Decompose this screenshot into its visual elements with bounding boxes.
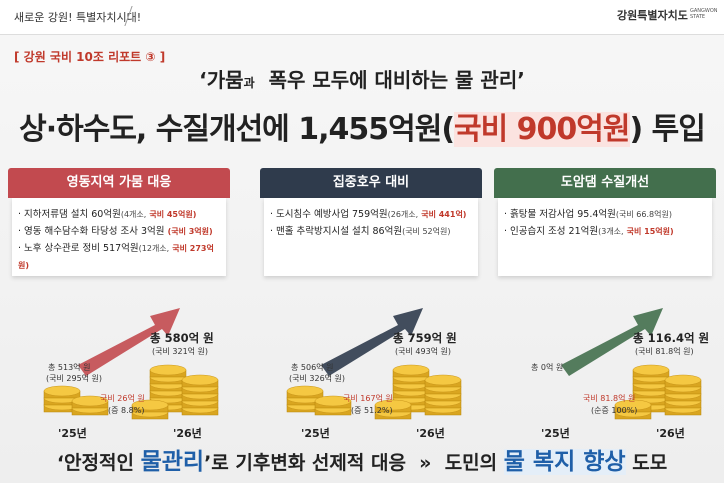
- chart-label: 총 506억 원: [291, 363, 334, 372]
- item-grant: (국비 3억원): [167, 227, 213, 236]
- item-note: (국비 66.8억원): [615, 210, 672, 219]
- chart-label: (국비 295억 원): [46, 374, 103, 383]
- illustration: [43, 308, 702, 420]
- footer: ‘안정적인 물관리’로 기후변화 선제적 대응 » 도민의 물 복지 향상 도모: [0, 442, 724, 476]
- coin-top: [614, 399, 652, 411]
- coin-top: [149, 364, 187, 376]
- item: · 도시침수 예방사업 759억원(26개소, 국비 441억): [270, 209, 467, 220]
- chart-label: (국비 81.8억 원): [635, 347, 694, 356]
- item-text: 인공습지 조성 21억원: [510, 226, 599, 237]
- subtitle-part: 폭우 모두에 대비하는 물 관리’: [268, 68, 525, 92]
- chart-label: (국비 321억 원): [152, 347, 209, 356]
- title-highlight: 국비 900억원: [454, 112, 631, 147]
- coin-top: [181, 374, 219, 386]
- item: · 노후 상수관로 정비 517억원(12개소, 국비 273억원): [18, 243, 214, 270]
- coin-top: [632, 364, 670, 376]
- top-bar: 새로운 강원! 특별자치시대! 강원특별자치도 GANGWON STATE: [0, 0, 724, 35]
- chart-label: 국비 167억 원: [343, 394, 393, 403]
- trend-arrow: [78, 308, 180, 376]
- main-title: 상·하수도, 수질개선에 1,455억원(국비 900억원) 투입: [0, 104, 724, 148]
- report-tag: [ 강원 국비 10조 리포트 ③ ]: [14, 50, 166, 64]
- chart-label: '26년: [416, 427, 445, 440]
- footer-part: 도모: [632, 452, 668, 474]
- item-grant: 국비 15억원): [626, 227, 674, 236]
- chart-label: '26년: [173, 427, 202, 440]
- item-note: (3개소,: [598, 227, 624, 236]
- chart-label: '25년: [58, 427, 87, 440]
- chart-label: '25년: [541, 427, 570, 440]
- chart-label: 국비 81.8억 원: [583, 394, 636, 403]
- subtitle-part: 과: [243, 76, 255, 90]
- item-text: 흙탕물 저감사업 95.4억원: [510, 209, 616, 220]
- chart-label: (증 51.2%): [351, 406, 393, 415]
- footer-highlight: 물 복지 향상: [503, 449, 626, 475]
- panel: 도암댐 수질개선 · 흙탕물 저감사업 95.4억원(국비 66.8억원) · 인공…: [494, 168, 716, 276]
- item-note: (26개소,: [387, 210, 419, 219]
- coin-top: [392, 364, 430, 376]
- panel-body: · 도시침수 예방사업 759억원(26개소, 국비 441억) · 맨홀 추락방…: [264, 198, 478, 276]
- coin-top: [314, 395, 352, 407]
- chart-label: 총 580억 원: [150, 331, 214, 345]
- logo: 강원특별자치도: [617, 9, 688, 22]
- chart-label: (국비 326억 원): [289, 374, 346, 383]
- trend-arrow: [321, 308, 423, 376]
- title-part: ) 투입: [629, 112, 706, 147]
- coin-top: [424, 374, 462, 386]
- coin-top: [131, 399, 169, 411]
- coin-top: [43, 385, 81, 397]
- chart-label: 총 0억 원: [531, 363, 564, 372]
- item-note: (12개소,: [138, 244, 170, 253]
- item-grant: 국비 441억): [421, 210, 467, 219]
- title-part: 상·하수도, 수질개선에 1,455억원(: [19, 112, 455, 147]
- footer-part: ‘안정적인: [56, 452, 134, 474]
- item: · 지하저류댐 설치 60억원(4개소, 국비 45억원): [18, 209, 197, 220]
- panel-heading: 도암댐 수질개선: [494, 168, 716, 198]
- item-text: 도시침수 예방사업 759억원: [276, 209, 388, 220]
- slogan: 새로운 강원! 특별자치시대!: [14, 11, 142, 24]
- item-text: 영동 해수담수화 타당성 조사 3억원: [24, 226, 165, 237]
- panel: 영동지역 가뭄 대응 · 지하저류댐 설치 60억원(4개소, 국비 45억원) ·…: [8, 168, 230, 276]
- item: · 흙탕물 저감사업 95.4억원(국비 66.8억원): [504, 209, 672, 220]
- item-note: (4개소,: [120, 210, 147, 219]
- coin-top: [71, 395, 109, 407]
- chart-label: 총 513억 원: [48, 363, 91, 372]
- panel: 집중호우 대비 · 도시침수 예방사업 759억원(26개소, 국비 441억) ·…: [260, 168, 482, 276]
- item-grant: 국비 273억원): [18, 244, 214, 270]
- item-text: 맨홀 추락방지시설 설치 86억원: [276, 226, 403, 237]
- footer-part: 도민의: [444, 452, 498, 474]
- chart-label: (국비 493억 원): [395, 347, 452, 356]
- coin-top: [286, 385, 324, 397]
- item: · 영동 해수담수화 타당성 조사 3억원 (국비 3억원): [18, 226, 213, 237]
- footer-part: ’로 기후변화 선제적 대응: [204, 452, 406, 474]
- panel-heading: 집중호우 대비: [260, 168, 482, 198]
- trend-arrow: [561, 308, 663, 376]
- chart-label: '26년: [656, 427, 685, 440]
- footer-arrow: »: [419, 452, 432, 474]
- subtitle-part: ‘가뭄: [199, 68, 244, 92]
- logo-sub: GANGWON STATE: [690, 8, 718, 20]
- chart-label: 총 759억 원: [393, 331, 457, 345]
- chart-label: (증 8.8%): [108, 406, 145, 415]
- item-grant: 국비 45억원): [149, 210, 197, 219]
- chart-label: 총 116.4억 원: [633, 331, 710, 345]
- subtitle: ‘가뭄과 폭우 모두에 대비하는 물 관리’: [0, 64, 724, 93]
- item: · 인공습지 조성 21억원(3개소, 국비 15억원): [504, 226, 674, 237]
- item-text: 노후 상수관로 정비 517억원: [24, 243, 139, 254]
- chart-label: (순증 100%): [591, 406, 638, 415]
- chart-label: 국비 26억 원: [100, 394, 145, 403]
- panel-body: · 지하저류댐 설치 60억원(4개소, 국비 45억원) · 영동 해수담수화 …: [12, 198, 226, 276]
- chart-label: '25년: [301, 427, 330, 440]
- coin-top: [664, 374, 702, 386]
- coin-top: [374, 399, 412, 411]
- panel-heading: 영동지역 가뭄 대응: [8, 168, 230, 198]
- item: · 맨홀 추락방지시설 설치 86억원(국비 52억원): [270, 226, 451, 237]
- panel-body: · 흙탕물 저감사업 95.4억원(국비 66.8억원) · 인공습지 조성 21…: [498, 198, 712, 276]
- item-text: 지하저류댐 설치 60억원: [24, 209, 121, 220]
- item-note: (국비 52억원): [402, 227, 451, 236]
- footer-highlight: 물관리: [140, 449, 205, 475]
